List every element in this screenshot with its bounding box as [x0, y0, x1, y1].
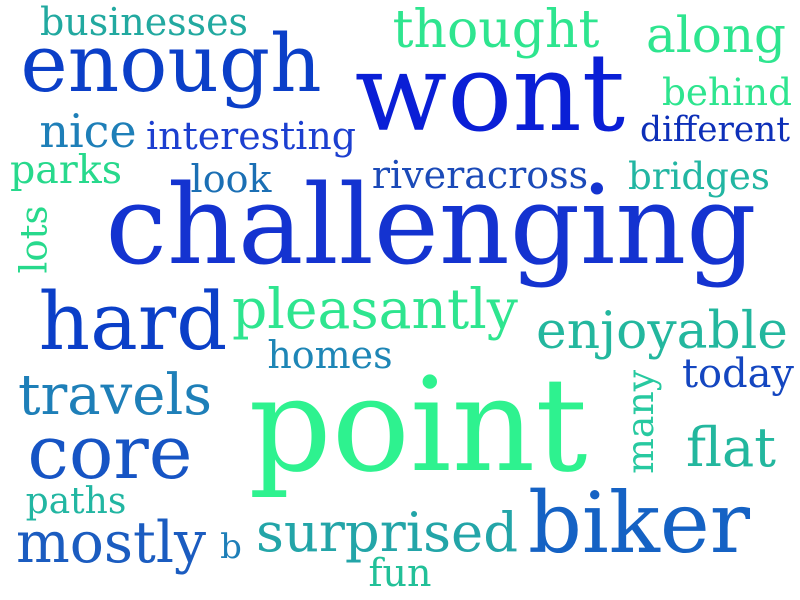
word-surprised: surprised — [256, 500, 518, 564]
word-many: many — [618, 369, 663, 474]
word-homes: homes — [267, 333, 393, 377]
word-enough: enough — [20, 17, 322, 110]
word-parks: parks — [10, 147, 122, 194]
word-behind: behind — [661, 70, 792, 115]
word-bridges: bridges — [628, 155, 770, 199]
word-wont: wont — [354, 31, 626, 156]
word-different: different — [640, 109, 790, 150]
word-fun: fun — [368, 551, 432, 595]
word-b: b — [220, 527, 242, 567]
word-mostly: mostly — [15, 509, 206, 576]
word-interesting: interesting — [146, 114, 356, 159]
word-travels: travels — [17, 363, 213, 428]
word-hard: hard — [38, 275, 228, 368]
word-flat: flat — [686, 415, 776, 479]
word-core: core — [27, 410, 193, 496]
word-nice: nice — [39, 104, 137, 158]
word-along: along — [645, 6, 787, 64]
word-enjoyable: enjoyable — [536, 301, 788, 362]
word-look: look — [190, 157, 272, 201]
word-businesses: businesses — [40, 0, 248, 45]
word-today: today — [682, 351, 794, 398]
word-pleasantly: pleasantly — [232, 277, 518, 342]
word-riveracross: riveracross — [371, 153, 589, 197]
word-challenging: challenging — [105, 161, 757, 289]
word-point: point — [248, 349, 588, 501]
word-paths: paths — [25, 481, 127, 522]
word-lots: lots — [12, 206, 56, 274]
word-biker: biker — [528, 473, 750, 572]
word-thought: thought — [392, 0, 600, 60]
